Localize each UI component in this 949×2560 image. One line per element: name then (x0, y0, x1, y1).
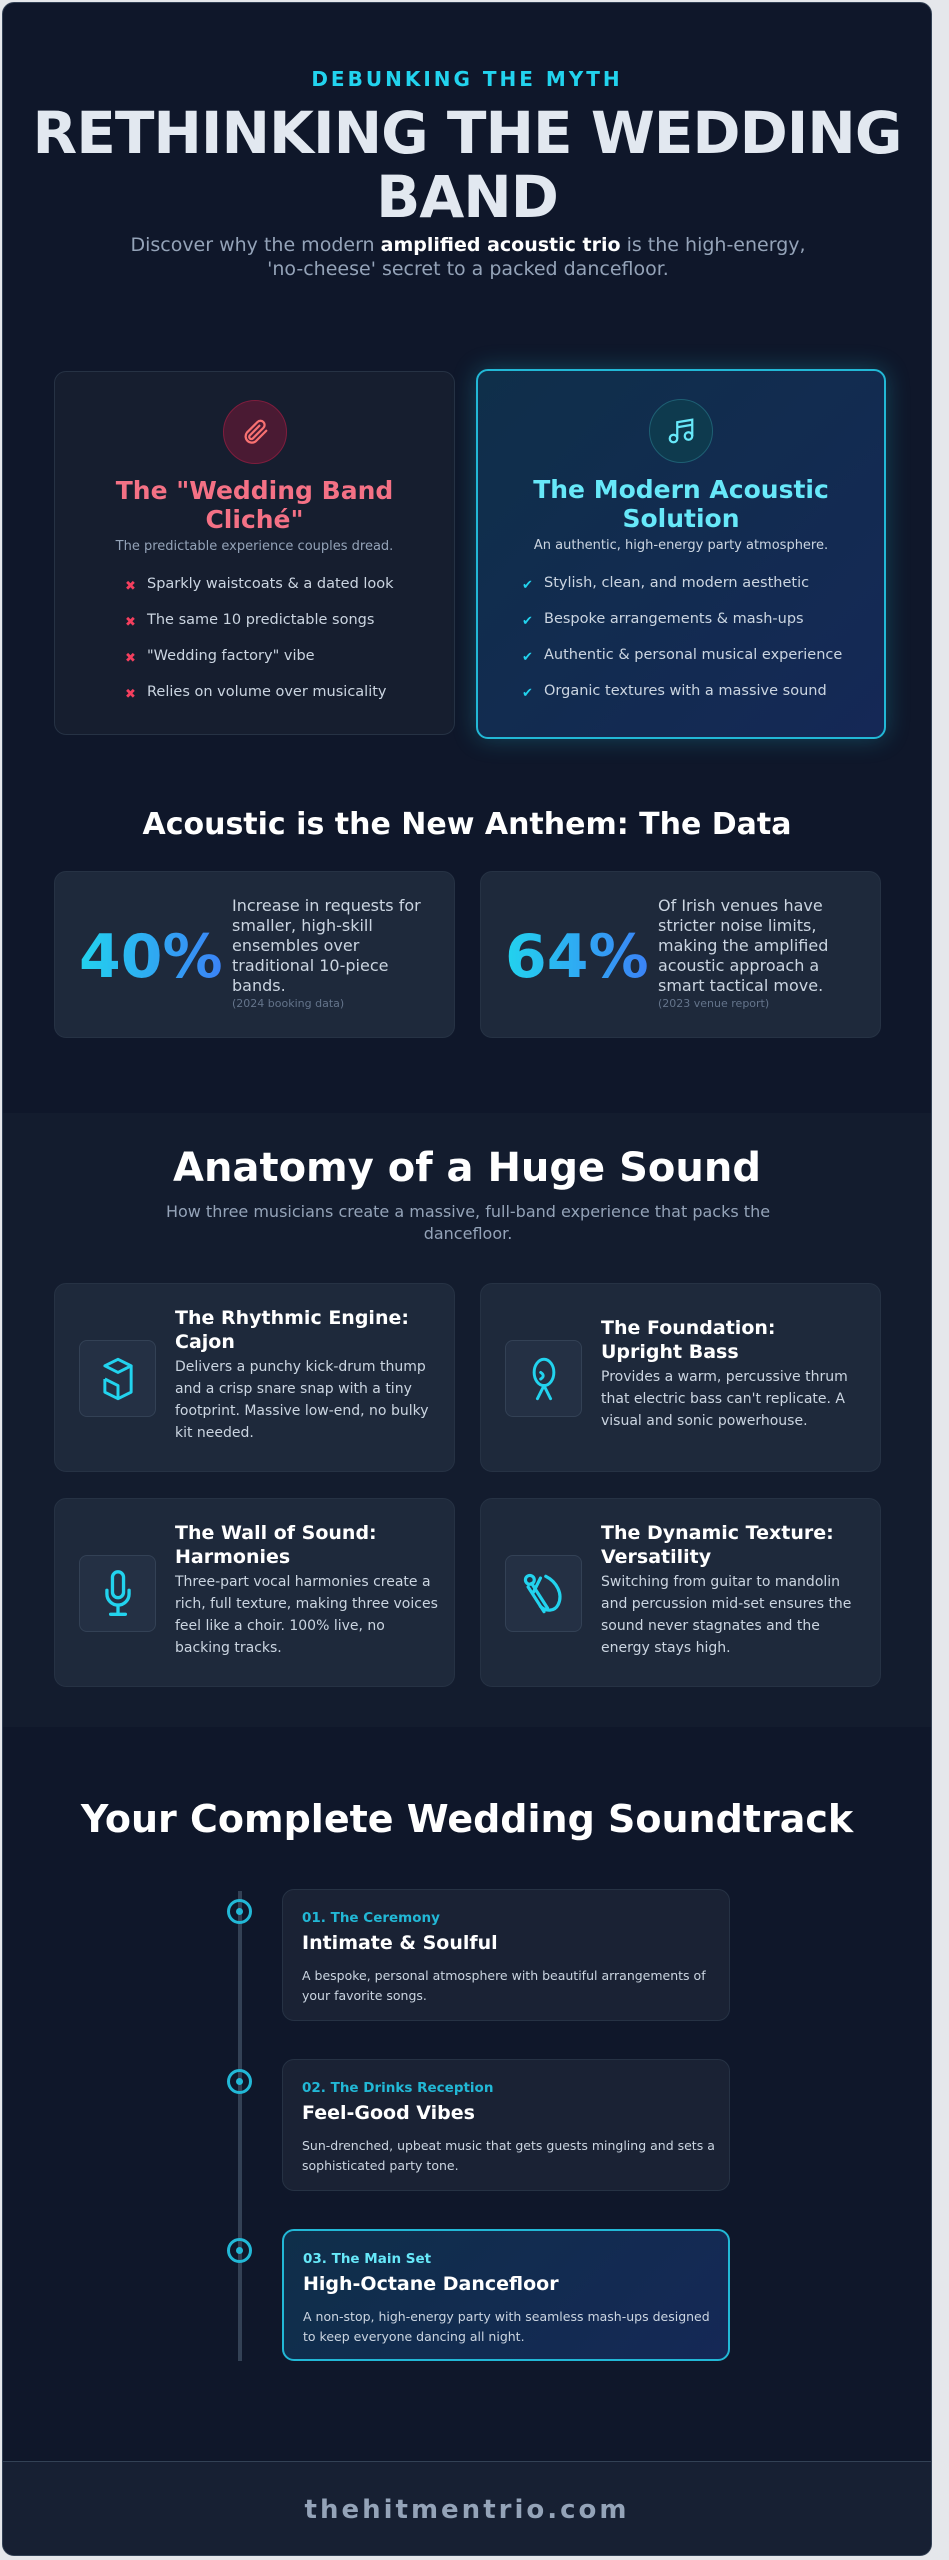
solution-title: The Modern Acoustic Solution (533, 475, 829, 533)
solution-list: ✔ Stylish, clean, and modern aesthetic ✔ B… (522, 575, 842, 719)
item-text: "Wedding factory" vibe (147, 648, 315, 664)
list-item: ✔ Organic textures with a massive sound (522, 683, 842, 719)
anatomy-subtitle: How three musicians create a massive, fu… (165, 1202, 771, 1243)
anatomy-card-cajon: The Rhythmic Engine: Cajon Delivers a pu… (54, 1283, 455, 1472)
step-text: A non-stop, high-energy party with seaml… (303, 2309, 710, 2344)
card-text: Delivers a punchy kick-drum thump and a … (175, 1359, 429, 1441)
timeline-line (238, 1891, 242, 2361)
timeline-dot-icon (227, 2238, 252, 2263)
step-title: High-Octane Dancefloor (303, 2273, 559, 2295)
check-icon: ✔ (522, 614, 533, 629)
cliche-subtitle: The predictable experience couples dread… (115, 539, 394, 554)
card-title: The Foundation: Upright Bass (601, 1317, 776, 1363)
check-icon: ✔ (522, 686, 533, 701)
list-item: ✔ Stylish, clean, and modern aesthetic (522, 575, 842, 611)
title-line-1: RETHINKING THE WEDDING (32, 99, 903, 167)
list-item: ✔ Authentic & personal musical experience (522, 647, 842, 683)
stat-source: (2024 booking data) (232, 997, 345, 1010)
item-text: The same 10 predictable songs (147, 612, 375, 628)
list-item: ✖ Relies on volume over musicality (125, 684, 394, 720)
stat-text: Increase in requests for smaller, high-s… (232, 896, 421, 995)
cliche-title: The "Wedding Band Cliché" (115, 476, 394, 534)
check-icon: ✔ (522, 650, 533, 665)
timeline-step: 01. The Ceremony Intimate & Soulful A be… (282, 1889, 730, 2021)
list-item: ✔ Bespoke arrangements & mash-ups (522, 611, 842, 647)
list-item: ✖ The same 10 predictable songs (125, 612, 394, 648)
page-title: RETHINKING THE WEDDING BAND (3, 101, 931, 229)
item-text: Sparkly waistcoats & a dated look (147, 576, 394, 592)
solution-card: The Modern Acoustic Solution An authenti… (476, 369, 886, 739)
subtitle-text: is the high-energy, 'no-cheese' secret t… (267, 234, 806, 280)
music-note-icon (649, 399, 713, 463)
cajon-box-icon (79, 1340, 156, 1417)
timeline-dot-icon (227, 2069, 252, 2094)
check-icon: ✔ (522, 578, 533, 593)
footer-website-link[interactable]: thehitmentrio.com (3, 2461, 931, 2555)
paperclip-icon (222, 400, 287, 464)
card-text: Three-part vocal harmonies create a rich… (175, 1574, 438, 1656)
infographic: DEBUNKING THE MYTH RETHINKING THE WEDDIN… (2, 2, 932, 2556)
cliche-list: ✖ Sparkly waistcoats & a dated look ✖ The … (125, 576, 394, 720)
subtitle-text: Discover why the modern (130, 234, 381, 256)
anatomy-heading: Anatomy of a Huge Sound (173, 1145, 761, 1191)
step-kicker: 02. The Drinks Reception (302, 2080, 494, 2096)
item-text: Relies on volume over musicality (147, 684, 387, 700)
step-title: Intimate & Soulful (302, 1932, 498, 1954)
list-item: ✖ "Wedding factory" vibe (125, 648, 394, 684)
stat-value: 40% (79, 922, 223, 992)
x-icon: ✖ (125, 615, 136, 630)
step-text: Sun-drenched, upbeat music that gets gue… (302, 2138, 715, 2173)
timeline-step-highlight: 03. The Main Set High-Octane Dancefloor … (282, 2229, 730, 2361)
step-title: Feel-Good Vibes (302, 2102, 475, 2124)
data-heading: Acoustic is the New Anthem: The Data (142, 807, 792, 842)
card-text: Switching from guitar to mandolin and pe… (601, 1574, 852, 1656)
item-text: Bespoke arrangements & mash-ups (544, 611, 804, 627)
x-icon: ✖ (125, 651, 136, 666)
title-line-2: BAND (376, 163, 559, 231)
card-title: The Dynamic Texture: Versatility (601, 1522, 834, 1568)
subtitle-emphasis: amplified acoustic trio (380, 234, 621, 256)
item-text: Authentic & personal musical experience (544, 647, 843, 663)
timeline-dot-icon (227, 1899, 252, 1924)
card-title: The Rhythmic Engine: Cajon (175, 1307, 409, 1353)
list-item: ✖ Sparkly waistcoats & a dated look (125, 576, 394, 612)
x-icon: ✖ (125, 579, 136, 594)
item-text: Stylish, clean, and modern aesthetic (544, 575, 810, 591)
hero-subtitle: Discover why the modern amplified acoust… (123, 233, 813, 281)
cliche-card: The "Wedding Band Cliché" The predictabl… (54, 371, 455, 735)
step-kicker: 03. The Main Set (303, 2251, 432, 2267)
card-text: Provides a warm, percussive thrum that e… (601, 1369, 848, 1429)
step-text: A bespoke, personal atmosphere with beau… (302, 1968, 706, 2003)
microphone-icon (79, 1555, 156, 1632)
anatomy-card-bass: The Foundation: Upright Bass Provides a … (480, 1283, 881, 1472)
stat-card: 64% Of Irish venues have stricter noise … (480, 871, 881, 1038)
instruments-icon (505, 1555, 582, 1632)
stat-card: 40% Increase in requests for smaller, hi… (54, 871, 455, 1038)
stat-value: 64% (505, 922, 649, 992)
upright-bass-icon (505, 1340, 582, 1417)
step-kicker: 01. The Ceremony (302, 1910, 440, 1926)
timeline-step: 02. The Drinks Reception Feel-Good Vibes… (282, 2059, 730, 2191)
solution-subtitle: An authentic, high-energy party atmosphe… (533, 538, 829, 553)
x-icon: ✖ (125, 687, 136, 702)
card-title: The Wall of Sound: Harmonies (175, 1522, 377, 1568)
anatomy-card-harmonies: The Wall of Sound: Harmonies Three-part … (54, 1498, 455, 1687)
stat-source: (2023 venue report) (658, 997, 770, 1010)
hero-kicker: DEBUNKING THE MYTH (311, 67, 623, 91)
stat-text: Of Irish venues have stricter noise limi… (658, 896, 829, 995)
item-text: Organic textures with a massive sound (544, 683, 827, 699)
anatomy-card-versatility: The Dynamic Texture: Versatility Switchi… (480, 1498, 881, 1687)
soundtrack-heading: Your Complete Wedding Soundtrack (80, 1797, 854, 1841)
